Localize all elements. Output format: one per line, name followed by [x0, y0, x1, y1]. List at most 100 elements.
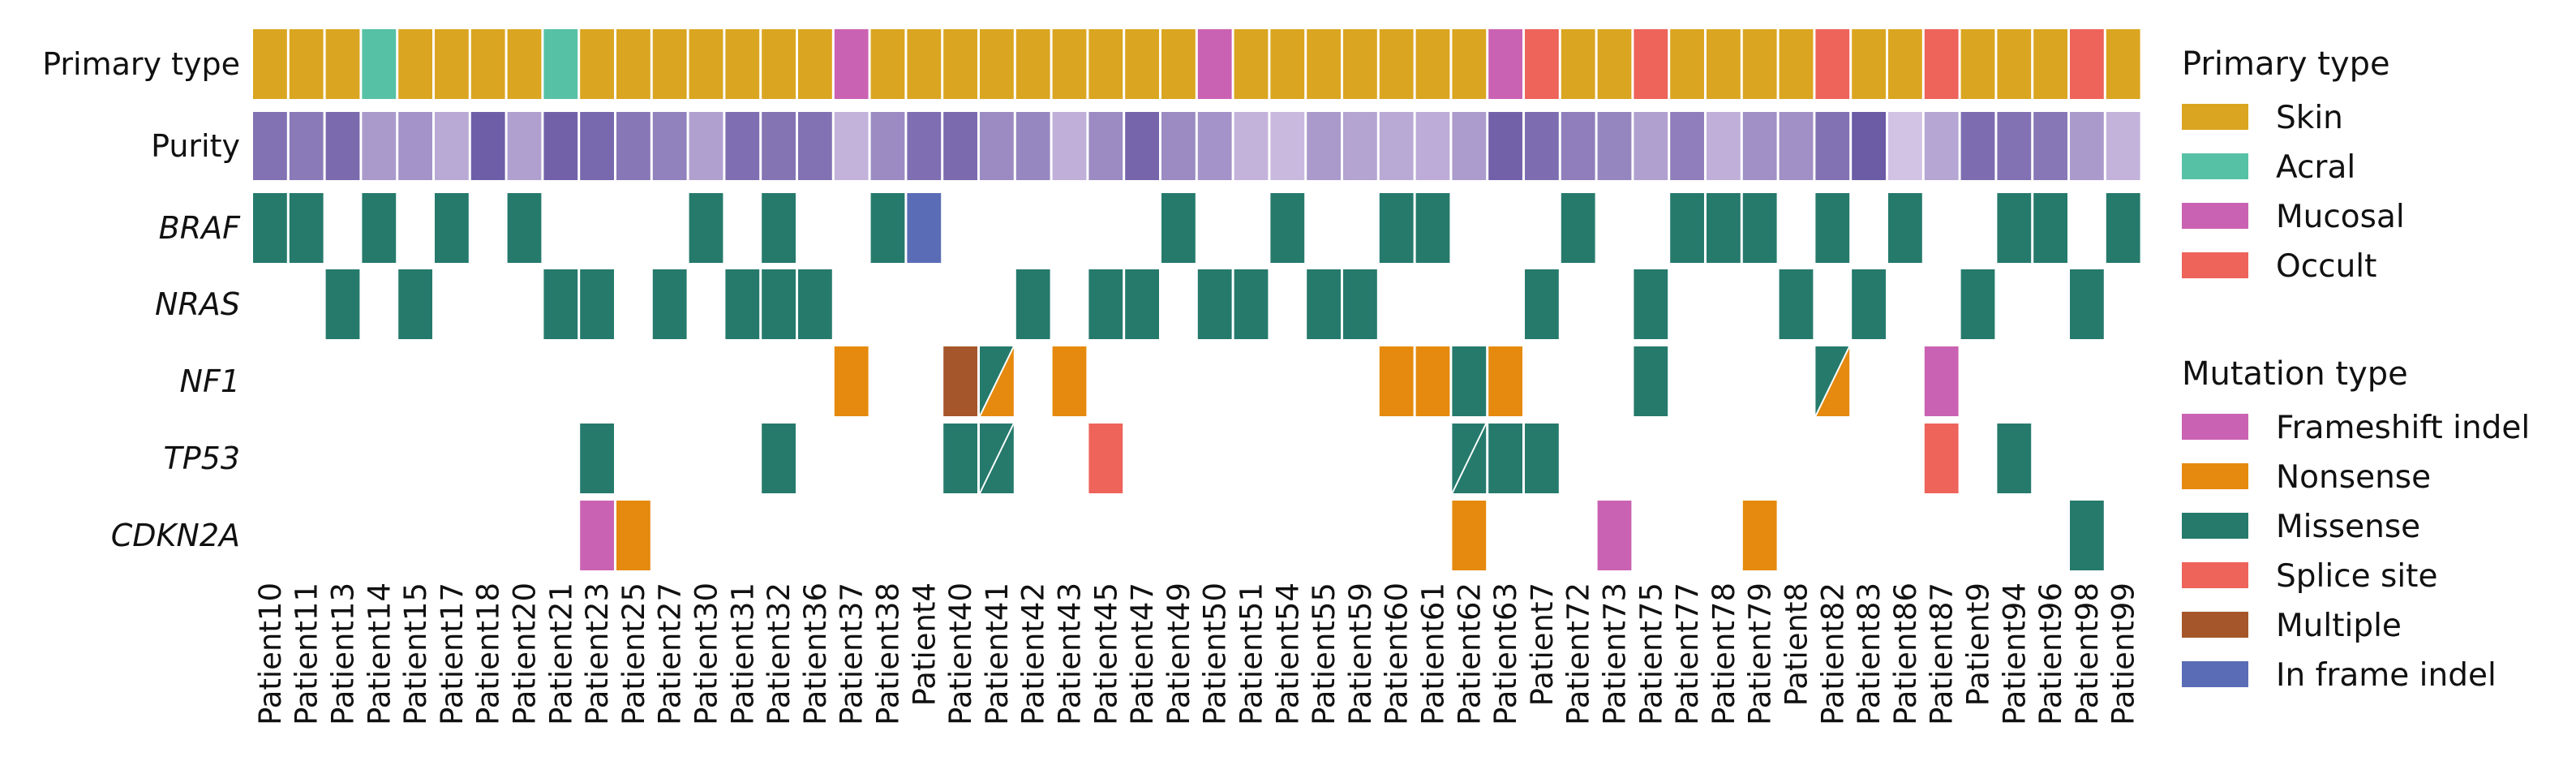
mutation-cell: [1670, 193, 1704, 263]
purity-cell: [580, 112, 614, 180]
legend-label-mucosal: Mucosal: [2276, 199, 2405, 235]
primary-type-cell: [1052, 29, 1087, 99]
mutation-cell: [1197, 269, 1232, 339]
purity-cell: [1125, 112, 1159, 180]
primary-type-cell: [470, 29, 505, 99]
legend-title-primary-type: Primary type: [2182, 45, 2390, 83]
purity-cell: [1234, 112, 1269, 180]
primary-type-cell: [1015, 29, 1050, 99]
mutation-cell: [1597, 501, 1632, 570]
legend-swatch-multiple: [2182, 612, 2248, 638]
mutation-cell: [834, 346, 869, 416]
mutation-cell: [1924, 346, 1959, 416]
mutation-cell: [1307, 269, 1341, 339]
patient-label: Patient36: [798, 583, 833, 725]
patient-label: Patient13: [326, 583, 361, 725]
mutation-cell: [2033, 193, 2067, 263]
patient-label: Patient7: [1525, 583, 1560, 706]
patient-label: Patient10: [253, 583, 288, 725]
patient-label: Patient25: [616, 583, 651, 725]
mutation-cell: [1525, 424, 1559, 493]
mutation-cell: [253, 193, 287, 263]
purity-cell: [870, 112, 905, 180]
mutation-cell: [870, 193, 905, 263]
primary-type-cell: [325, 29, 360, 99]
purity-cell: [1997, 112, 2032, 180]
mutation-cell: [398, 269, 432, 339]
primary-type-cell: [1707, 29, 1741, 99]
patient-label: Patient60: [1380, 583, 1415, 725]
primary-type-cell: [1815, 29, 1850, 99]
patient-label: Patient59: [1343, 583, 1378, 725]
split-divider: [979, 423, 1015, 494]
mutation-cell: [907, 193, 942, 263]
purity-cell: [1707, 112, 1741, 180]
primary-type-cell: [1852, 29, 1886, 99]
primary-type-cell: [362, 29, 397, 99]
purity-cell: [1088, 112, 1123, 180]
primary-type-cell: [1888, 29, 1922, 99]
mutation-cell: [1742, 193, 1777, 263]
primary-type-cell: [980, 29, 1014, 99]
purity-cell: [2070, 112, 2104, 180]
purity-cell: [1343, 112, 1377, 180]
patient-label: Patient32: [762, 583, 796, 725]
split-divider: [979, 346, 1015, 417]
patient-label: Patient8: [1780, 583, 1814, 706]
primary-type-cell: [1343, 29, 1377, 99]
patient-label: Patient42: [1016, 583, 1051, 725]
mutation-cell: [762, 269, 796, 339]
legend-swatch-in-frame-indel: [2182, 661, 2248, 687]
purity-cell: [289, 112, 324, 180]
patient-label: Patient40: [943, 583, 978, 725]
patient-label: Patient83: [1852, 583, 1887, 725]
mutation-cell: [725, 269, 760, 339]
purity-cell: [1742, 112, 1777, 180]
legend-swatch-mucosal: [2182, 203, 2248, 229]
purity-cell: [1307, 112, 1341, 180]
patient-label: Patient72: [1561, 583, 1596, 725]
mutation-cell: [2070, 269, 2104, 339]
mutation-cell: [1088, 424, 1123, 493]
legend-swatch-nonsense: [2182, 463, 2248, 489]
mutation-cell: [1634, 269, 1668, 339]
purity-cell: [362, 112, 397, 180]
primary-type-cell: [725, 29, 760, 99]
mutation-cell: [1815, 193, 1850, 263]
purity-cell: [1634, 112, 1668, 180]
patient-label: Patient86: [1888, 583, 1923, 725]
patient-label: Patient94: [1997, 583, 2032, 725]
row-label-tp53: TP53: [164, 441, 240, 476]
legend-label-missense: Missense: [2276, 509, 2420, 545]
primary-type-cell: [870, 29, 905, 99]
patient-label: Patient37: [835, 583, 869, 725]
primary-type-cell: [2106, 29, 2140, 99]
mutation-cell: [762, 193, 796, 263]
patient-label: Patient87: [1925, 583, 1960, 725]
primary-type-cell: [1379, 29, 1414, 99]
mutation-cell: [1379, 193, 1414, 263]
patient-label: Patient4: [907, 583, 942, 706]
primary-type-cell: [2033, 29, 2067, 99]
purity-cell: [1452, 112, 1487, 180]
patient-label: Patient45: [1088, 583, 1123, 725]
purity-cell: [1488, 112, 1522, 180]
purity-cell: [1597, 112, 1632, 180]
patient-label: Patient78: [1707, 583, 1741, 725]
purity-cell: [1161, 112, 1196, 180]
patient-label: Patient14: [362, 583, 397, 725]
patient-label: Patient54: [1270, 583, 1305, 725]
mutation-cell: [1742, 501, 1777, 570]
patient-label: Patient47: [1125, 583, 1160, 725]
row-label-nras: NRAS: [155, 286, 240, 322]
row-label-nf1: NF1: [180, 363, 240, 399]
primary-type-cell: [907, 29, 942, 99]
patient-label: Patient73: [1598, 583, 1633, 725]
purity-cell: [470, 112, 505, 180]
legend-swatch-occult: [2182, 252, 2248, 278]
purity-cell: [1015, 112, 1050, 180]
primary-type-cell: [1779, 29, 1814, 99]
primary-type-cell: [435, 29, 469, 99]
split-divider: [1451, 423, 1488, 494]
patient-label: Patient15: [398, 583, 433, 725]
